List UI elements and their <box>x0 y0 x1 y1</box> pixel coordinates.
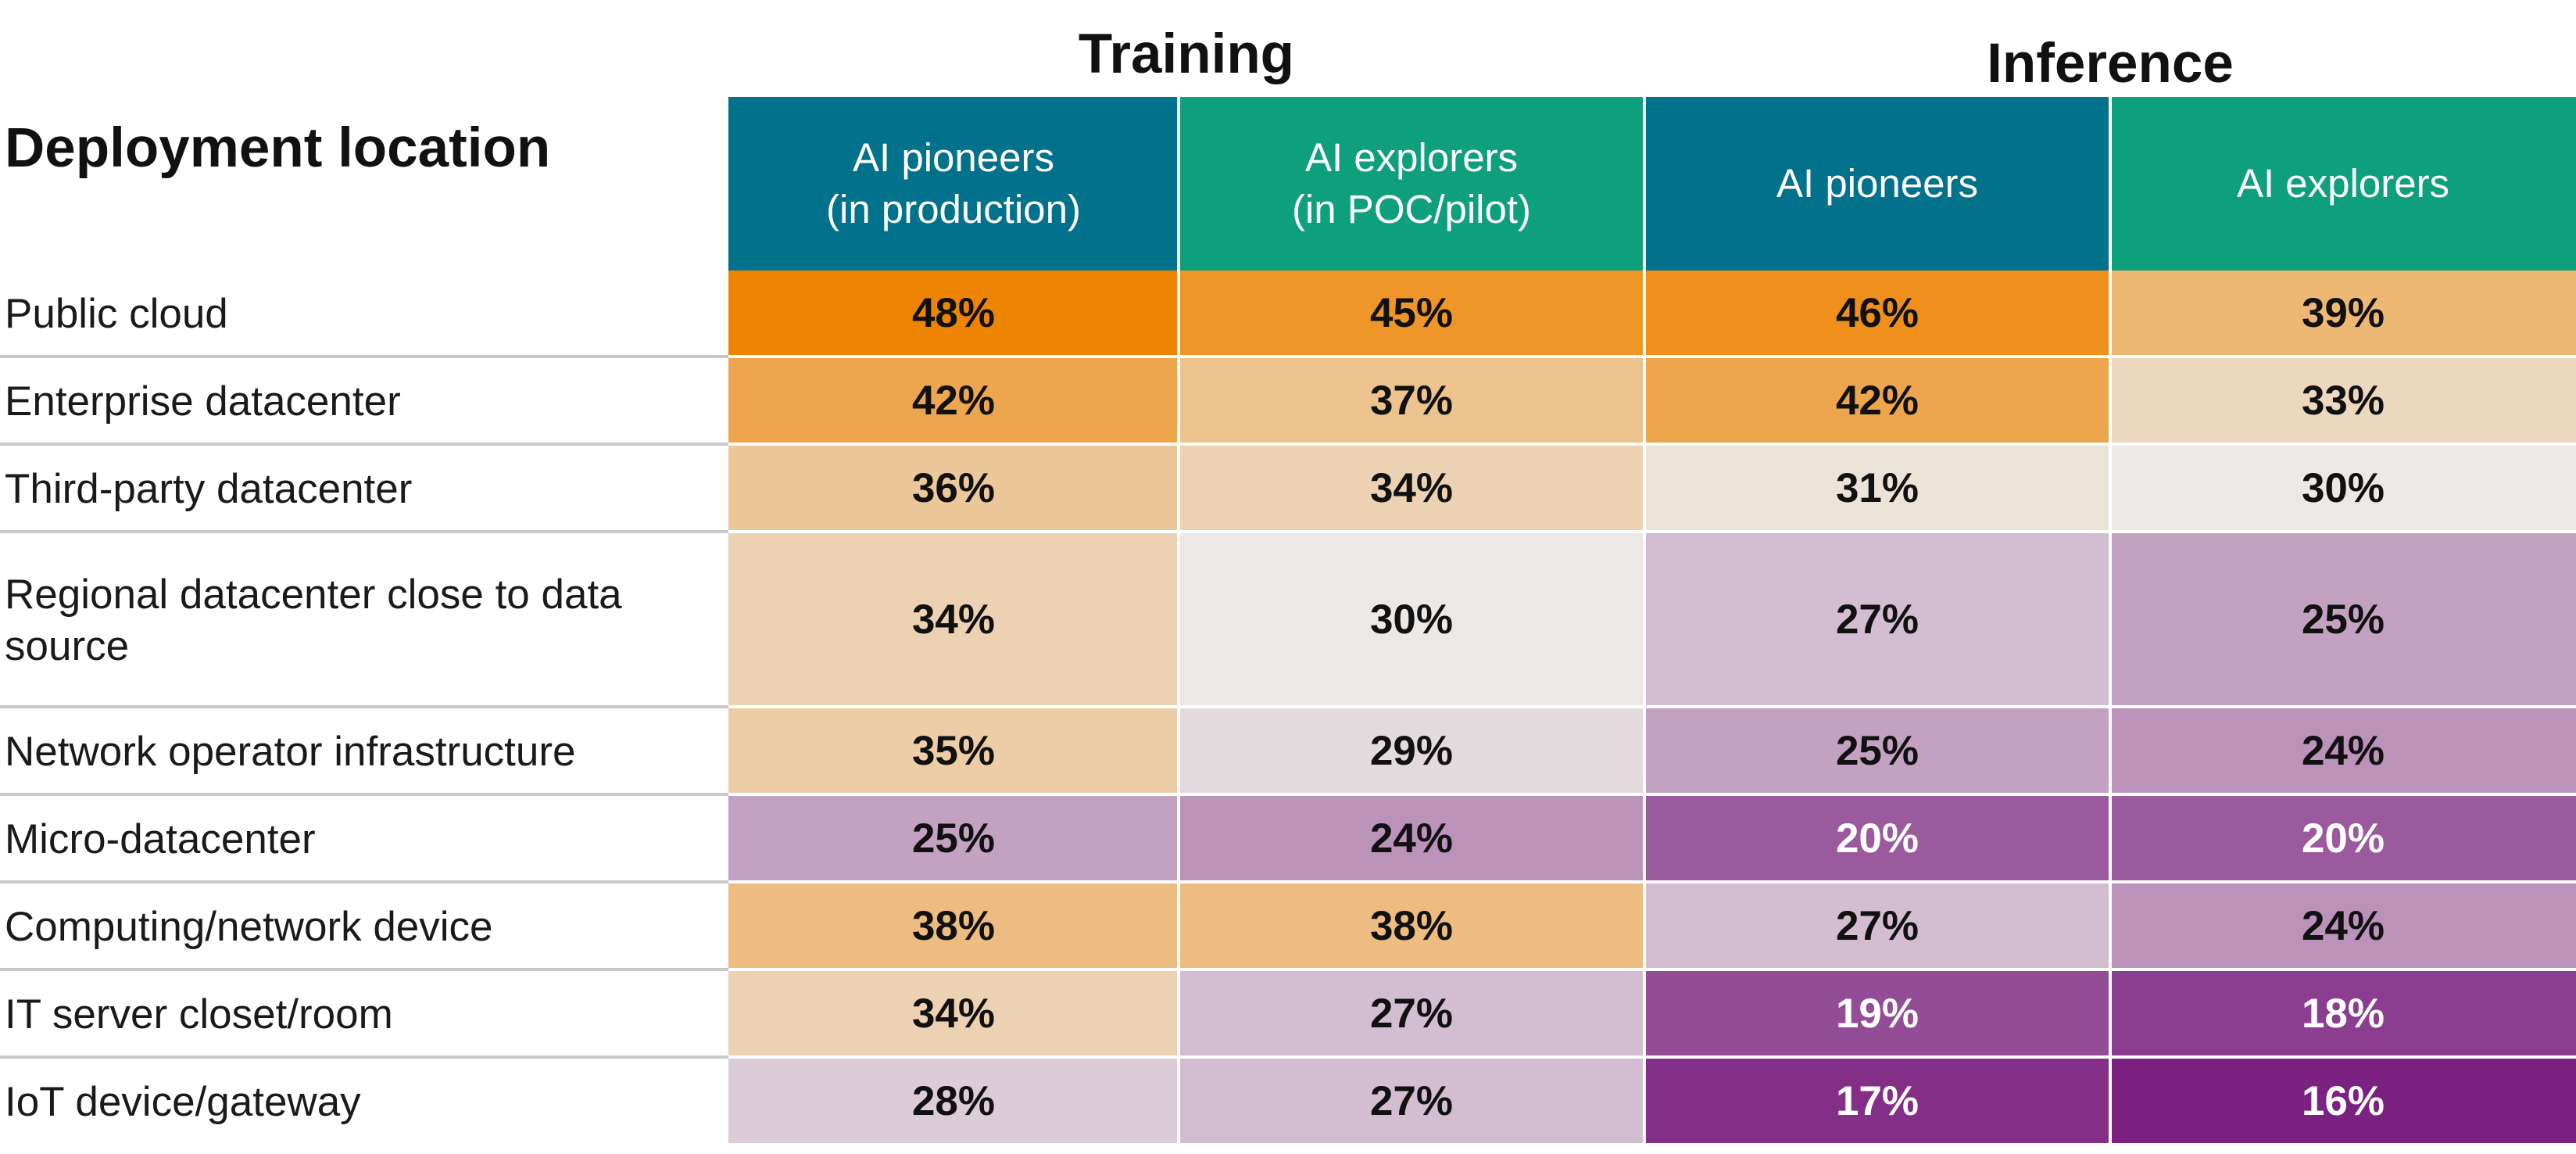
cell-r3-c3: 31% <box>1644 446 2110 530</box>
group-title-inference: Inference <box>1987 33 2234 95</box>
cell-r8-c3: 19% <box>1644 971 2110 1055</box>
row-divider <box>0 1055 728 1059</box>
cell-r4-c1: 34% <box>728 533 1179 705</box>
cell-r2-c4: 33% <box>2110 358 2576 443</box>
column-header-3: AI pioneers <box>1644 97 2110 271</box>
cell-r7-c2: 38% <box>1179 883 1644 968</box>
row-header-title: Deployment location <box>5 117 551 179</box>
row-divider <box>0 705 728 708</box>
column-header-1: AI pioneers (in production) <box>728 97 1179 271</box>
cell-r4-c4: 25% <box>2110 533 2576 705</box>
cell-r5-c3: 25% <box>1644 708 2110 793</box>
row-label-3: Third-party datacenter <box>5 466 413 512</box>
cell-r3-c1: 36% <box>728 446 1179 530</box>
row-divider <box>0 530 728 533</box>
cell-r9-c1: 28% <box>728 1059 1179 1143</box>
cell-r1-c4: 39% <box>2110 271 2576 355</box>
row-label-4: Regional datacenter close to data source <box>5 572 622 669</box>
cell-r3-c2: 34% <box>1179 446 1644 530</box>
cell-r2-c1: 42% <box>728 358 1179 443</box>
cell-r4-c2: 30% <box>1179 533 1644 705</box>
row-label-2: Enterprise datacenter <box>5 378 401 425</box>
cell-r9-c2: 27% <box>1179 1059 1644 1143</box>
row-divider <box>0 443 728 446</box>
row-divider <box>0 968 728 971</box>
row-divider <box>0 793 728 796</box>
cell-r1-c1: 48% <box>728 271 1179 355</box>
row-divider <box>0 880 728 883</box>
column-divider <box>1177 97 1180 1143</box>
cell-r9-c3: 17% <box>1644 1059 2110 1143</box>
cell-r6-c1: 25% <box>728 796 1179 880</box>
group-title-training: Training <box>1078 23 1295 85</box>
cell-r6-c2: 24% <box>1179 796 1644 880</box>
column-header-4: AI explorers <box>2110 97 2576 271</box>
cell-r7-c1: 38% <box>728 883 1179 968</box>
cell-r5-c4: 24% <box>2110 708 2576 793</box>
column-divider <box>1643 97 1646 1143</box>
row-label-7: Computing/network device <box>5 904 493 950</box>
column-header-2: AI explorers (in POC/pilot) <box>1179 97 1644 271</box>
cell-r6-c4: 20% <box>2110 796 2576 880</box>
cell-r4-c3: 27% <box>1644 533 2110 705</box>
cell-r5-c2: 29% <box>1179 708 1644 793</box>
cell-r7-c3: 27% <box>1644 883 2110 968</box>
cell-r8-c2: 27% <box>1179 971 1644 1055</box>
cell-r5-c1: 35% <box>728 708 1179 793</box>
cell-r7-c4: 24% <box>2110 883 2576 968</box>
cell-r9-c4: 16% <box>2110 1059 2576 1143</box>
row-label-8: IT server closet/room <box>5 991 393 1038</box>
row-label-1: Public cloud <box>5 291 228 337</box>
row-label-9: IoT device/gateway <box>5 1079 361 1125</box>
cell-r8-c4: 18% <box>2110 971 2576 1055</box>
cell-r6-c3: 20% <box>1644 796 2110 880</box>
row-label-6: Micro-datacenter <box>5 816 316 862</box>
cell-r2-c3: 42% <box>1644 358 2110 443</box>
cell-r1-c2: 45% <box>1179 271 1644 355</box>
cell-r8-c1: 34% <box>728 971 1179 1055</box>
row-divider <box>0 355 728 358</box>
cell-r1-c3: 46% <box>1644 271 2110 355</box>
cell-r2-c2: 37% <box>1179 358 1644 443</box>
row-label-5: Network operator infrastructure <box>5 729 576 775</box>
column-divider <box>2109 97 2112 1143</box>
cell-r3-c4: 30% <box>2110 446 2576 530</box>
